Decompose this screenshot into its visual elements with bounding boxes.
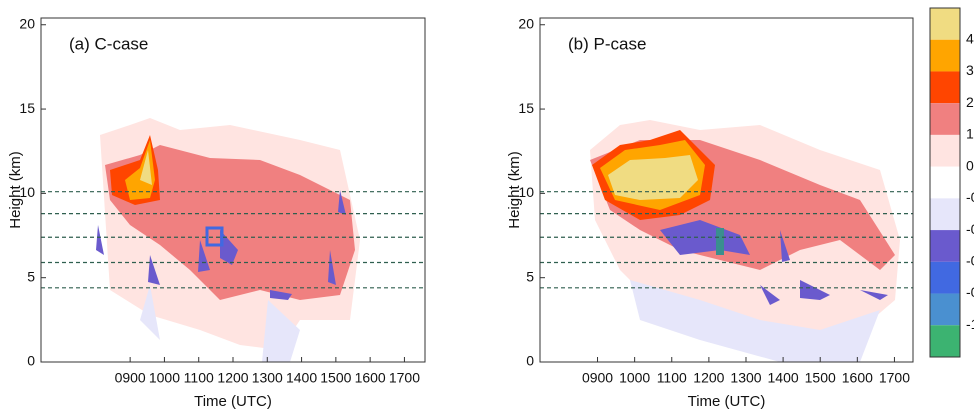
colorbar-label: 4 xyxy=(966,30,974,46)
x-tick-label: 1700 xyxy=(879,370,910,386)
x-tick-label: 1400 xyxy=(286,370,317,386)
colorbar-swatch xyxy=(930,71,960,104)
colorbar-swatch xyxy=(930,261,960,294)
x-tick-label: 1300 xyxy=(252,370,283,386)
colorbar-swatch xyxy=(930,293,960,326)
colorbar-swatch xyxy=(930,166,960,199)
y-tick-label: 5 xyxy=(526,268,534,284)
y-axis-label: Height (km) xyxy=(7,151,24,229)
colorbar-label: -0 xyxy=(966,253,974,269)
x-tick-label: 1700 xyxy=(389,370,420,386)
contour-field xyxy=(590,120,900,362)
y-tick-label: 10 xyxy=(518,184,534,200)
x-tick-label: 1500 xyxy=(805,370,836,386)
y-tick-label: 10 xyxy=(19,184,35,200)
x-tick-label: 1100 xyxy=(657,370,687,386)
x-tick-label: 1200 xyxy=(693,370,724,386)
colorbar-swatch xyxy=(930,198,960,231)
colorbar-label: 2 xyxy=(966,94,974,110)
y-tick-label: 15 xyxy=(518,100,534,116)
x-axis-label: Time (UTC) xyxy=(688,393,766,410)
x-tick-label: 0900 xyxy=(115,370,146,386)
y-tick-label: 0 xyxy=(526,353,534,369)
x-tick-label: 1000 xyxy=(619,370,650,386)
colorbar-label: -1 xyxy=(966,316,974,332)
x-tick-label: 0900 xyxy=(582,370,613,386)
x-tick-label: 1500 xyxy=(320,370,351,386)
colorbar-label: -0 xyxy=(966,284,974,300)
x-axis-label: Time (UTC) xyxy=(194,393,272,410)
x-tick-label: 1000 xyxy=(149,370,180,386)
colorbar-label: 0 xyxy=(966,157,974,173)
colorbar-swatch xyxy=(930,134,960,167)
colorbar-swatch xyxy=(930,230,960,262)
panel-title: (b) P-case xyxy=(568,34,646,53)
y-tick-label: 15 xyxy=(19,100,35,116)
colorbar-label: -0 xyxy=(966,189,974,205)
plot-frame xyxy=(539,17,914,363)
panel-title: (a) C-case xyxy=(69,34,148,53)
colorbar-swatch xyxy=(930,8,960,40)
y-tick-label: 20 xyxy=(19,15,35,31)
colorbar-label: -0 xyxy=(966,221,974,237)
colorbar-swatch xyxy=(930,325,960,357)
x-tick-label: 1300 xyxy=(730,370,761,386)
x-tick-label: 1600 xyxy=(355,370,386,386)
colorbar-swatch xyxy=(930,39,960,72)
contour-field xyxy=(96,118,360,362)
x-tick-label: 1100 xyxy=(184,370,214,386)
y-axis-label: Height (km) xyxy=(506,151,523,229)
x-tick-label: 1600 xyxy=(842,370,873,386)
x-tick-label: 1400 xyxy=(768,370,799,386)
y-tick-label: 0 xyxy=(27,353,35,369)
colorbar-swatch xyxy=(930,103,960,135)
colorbar-label: 3 xyxy=(966,62,974,78)
y-tick-label: 5 xyxy=(27,268,35,284)
colorbar-label: 1 xyxy=(966,126,974,142)
colorbar-frame xyxy=(929,7,961,358)
x-tick-label: 1200 xyxy=(217,370,248,386)
y-tick-label: 20 xyxy=(518,15,534,31)
